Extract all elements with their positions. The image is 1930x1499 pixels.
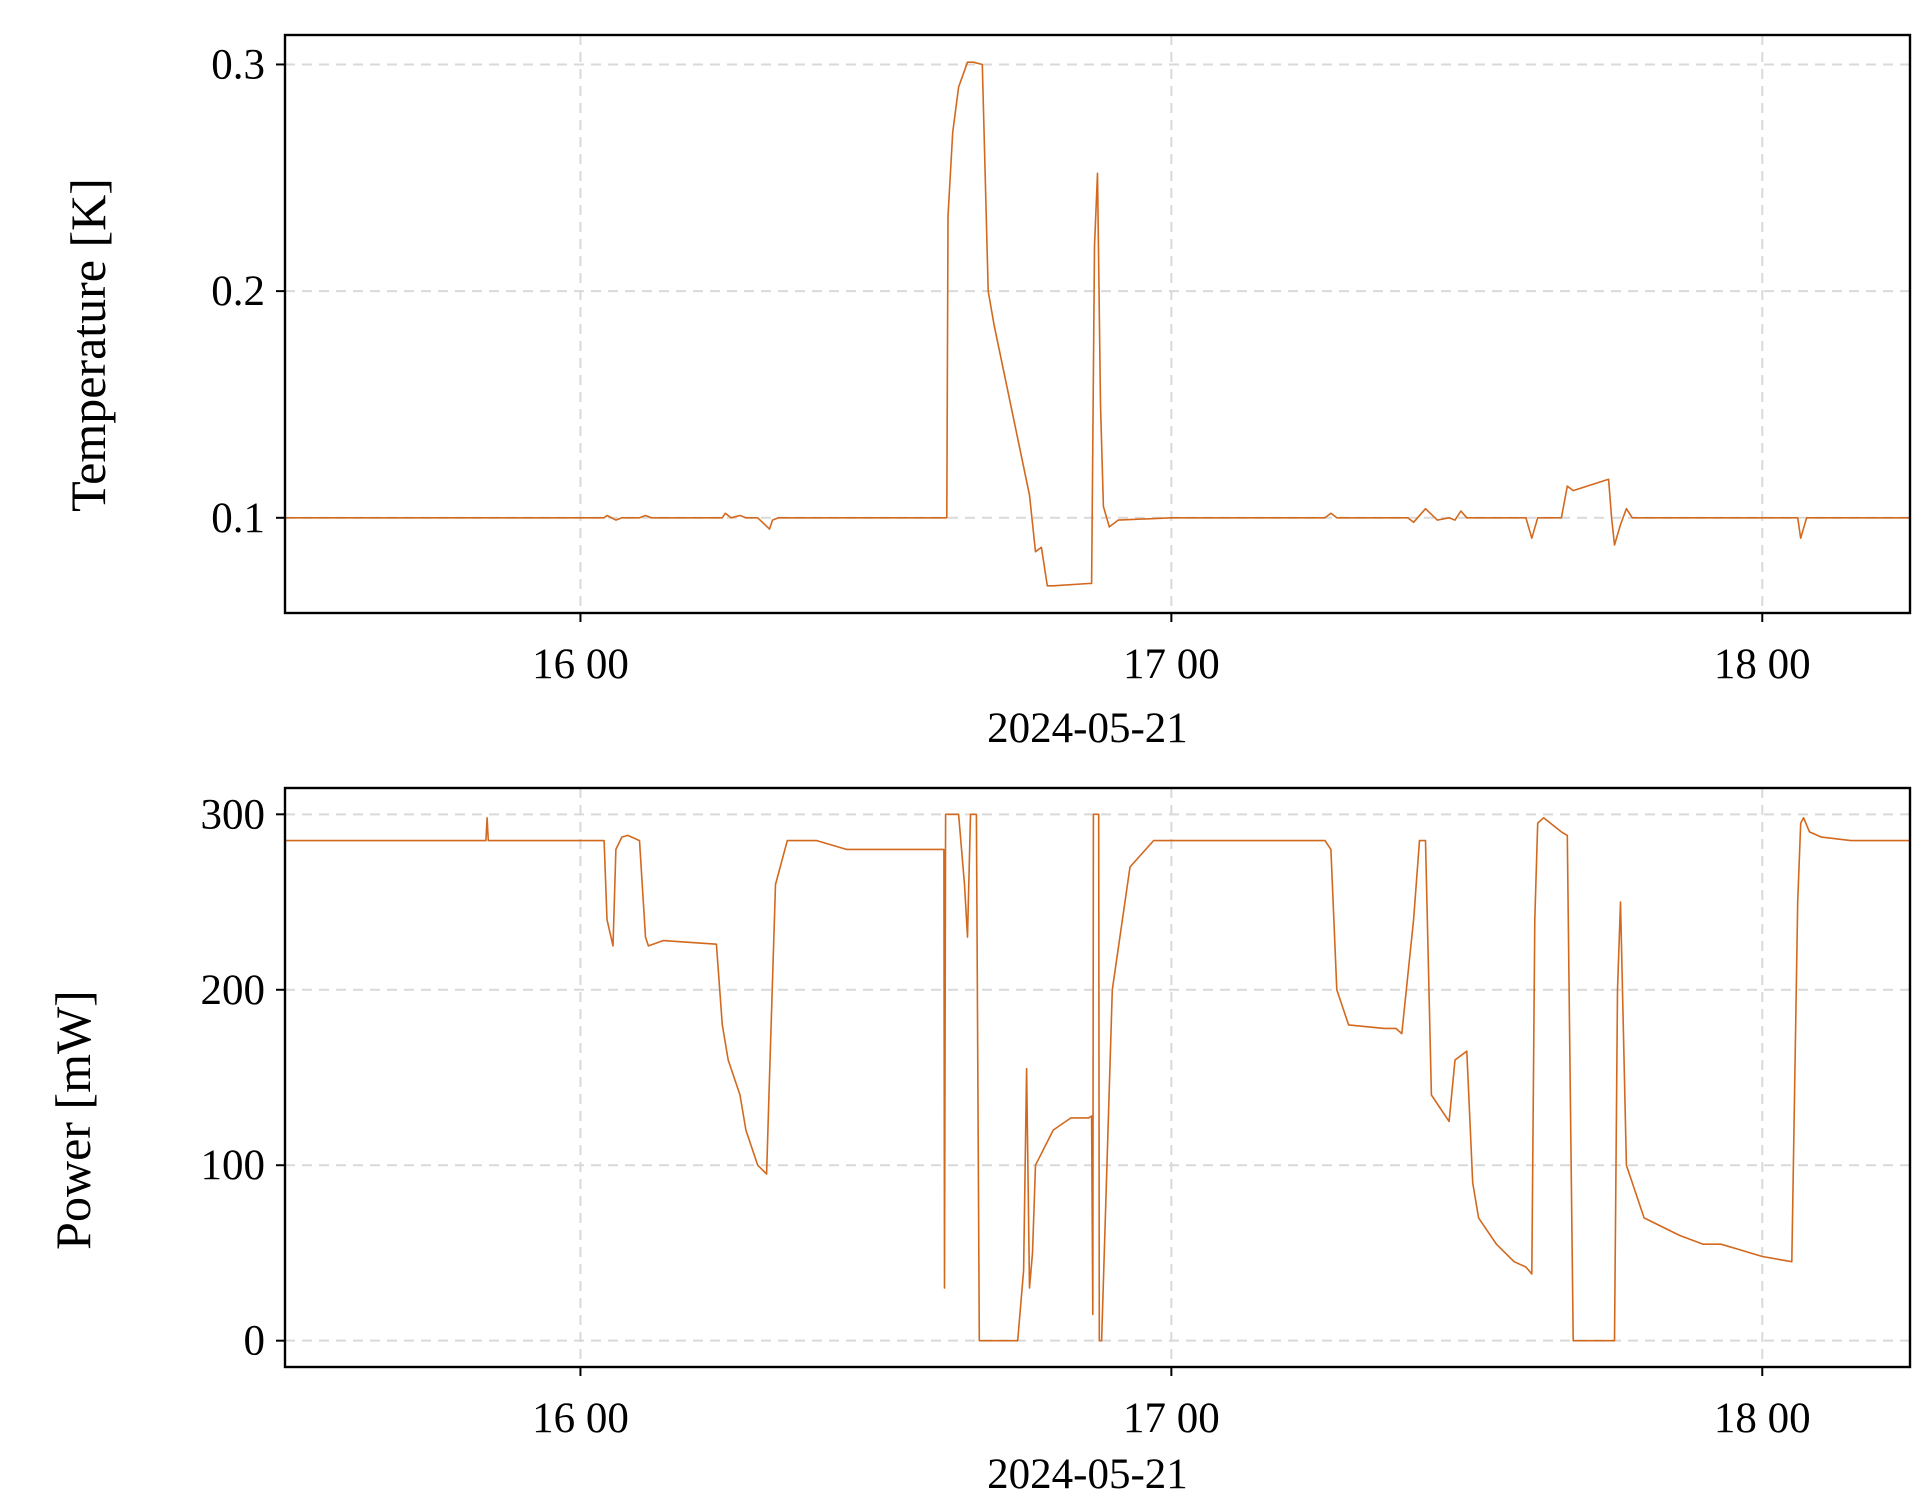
temperature-grid <box>285 35 1910 613</box>
y-tick-label: 100 <box>201 1142 266 1189</box>
y-tick-label: 0.1 <box>211 495 265 542</box>
power-series-line <box>285 813 1910 1342</box>
y-tick-label: 0 <box>244 1318 266 1365</box>
power-grid <box>285 788 1910 1367</box>
y-tick-label: 300 <box>201 791 266 838</box>
x-tick-label: 17 00 <box>1123 641 1220 688</box>
y-tick-label: 0.2 <box>211 268 265 315</box>
x-tick-label: 17 00 <box>1123 1395 1220 1442</box>
x-tick-label: 18 00 <box>1714 641 1811 688</box>
temperature-ticks: 16 00 17 00 18 00 0.1 0.2 0.3 <box>211 41 1810 688</box>
x-tick-label: 16 00 <box>532 641 629 688</box>
power-ticks: 16 00 17 00 18 00 0 100 200 300 <box>201 791 1811 1442</box>
temperature-y-axis-label: Temperature [K] <box>60 178 116 512</box>
x-tick-label: 16 00 <box>532 1395 629 1442</box>
temperature-plot-frame <box>283 33 1912 615</box>
temperature-panel: 16 00 17 00 18 00 0.1 0.2 0.3 Temperature [K]… <box>60 33 1912 752</box>
temperature-series-line <box>285 61 1910 587</box>
y-tick-label: 200 <box>201 967 266 1014</box>
power-x-axis-label: 2024-05-21 <box>987 1451 1188 1498</box>
power-y-axis-label: Power [mW] <box>45 990 101 1250</box>
temperature-x-axis-label: 2024-05-21 <box>987 705 1188 752</box>
power-panel: 16 00 17 00 18 00 0 100 200 300 Power [mW] 202… <box>45 786 1912 1498</box>
y-tick-label: 0.3 <box>211 41 265 88</box>
power-plot-frame <box>283 786 1912 1369</box>
x-tick-label: 18 00 <box>1714 1395 1811 1442</box>
